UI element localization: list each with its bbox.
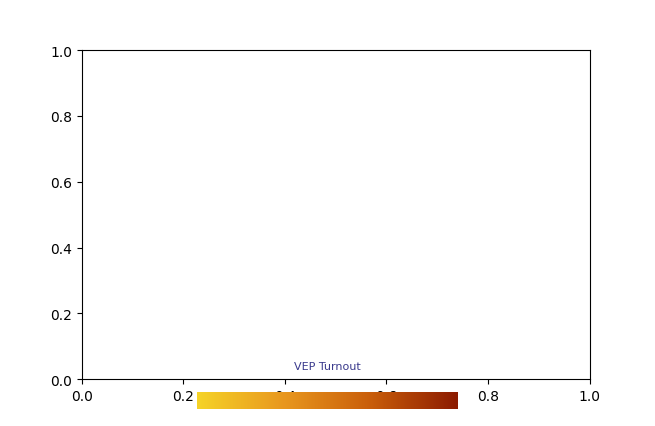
Text: VEP Turnout: VEP Turnout [294,362,361,371]
